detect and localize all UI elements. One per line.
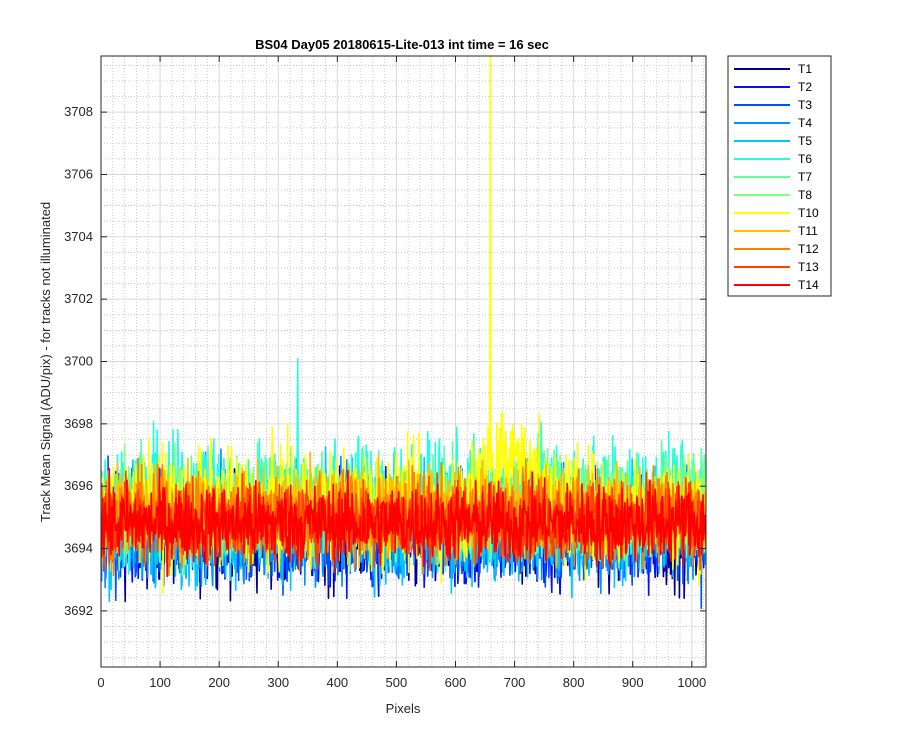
legend-label-t8: T8 [798, 188, 812, 202]
y-tick-label: 3708 [64, 104, 93, 119]
x-tick-label: 800 [563, 675, 585, 690]
x-tick-label: 400 [326, 675, 348, 690]
x-tick-label: 0 [97, 675, 104, 690]
x-tick-label: 600 [445, 675, 467, 690]
y-tick-label: 3702 [64, 291, 93, 306]
legend-label-t13: T13 [798, 260, 819, 274]
legend-label-t3: T3 [798, 98, 812, 112]
legend-label-t7: T7 [798, 170, 812, 184]
legend-label-t1: T1 [798, 62, 812, 76]
y-axis-label: Track Mean Signal (ADU/pix) - for tracks… [38, 202, 53, 522]
x-tick-label: 500 [386, 675, 408, 690]
series-layer [101, 56, 706, 610]
legend-label-t5: T5 [798, 134, 812, 148]
y-tick-label: 3698 [64, 416, 93, 431]
legend-label-t11: T11 [798, 224, 818, 238]
legend-label-t4: T4 [798, 116, 812, 130]
y-tick-label: 3706 [64, 166, 93, 181]
y-tick-label: 3704 [64, 229, 93, 244]
x-axis: 0 100 200 300 400 500 600 700 800 900 1000 [97, 56, 706, 690]
series-line-t14 [101, 467, 706, 578]
y-tick-label: 3696 [64, 478, 93, 493]
legend-label-t6: T6 [798, 152, 812, 166]
legend-label-t10: T10 [798, 206, 819, 220]
legend-label-t12: T12 [798, 242, 819, 256]
plot-area: 0 100 200 300 400 500 600 700 800 900 1000 3692369… [64, 55, 707, 690]
x-axis-label: Pixels [386, 701, 421, 716]
legend-label-t2: T2 [798, 80, 812, 94]
x-tick-label: 100 [149, 675, 171, 690]
x-tick-label: 300 [267, 675, 289, 690]
chart-title: BS04 Day05 20180615-Lite-013 int time = … [255, 37, 549, 52]
legend-label-t14: T14 [798, 278, 819, 292]
x-tick-label: 900 [622, 675, 644, 690]
y-tick-label: 3700 [64, 354, 93, 369]
x-tick-label: 700 [504, 675, 526, 690]
x-tick-label: 200 [208, 675, 230, 690]
legend: T1 T2 T3 T4 T5 T6 T7 T8 T10 T11 T12 T13 T14 [727, 55, 832, 297]
y-tick-label: 3694 [64, 541, 93, 556]
x-tick-label: 1000 [677, 675, 706, 690]
y-axis: 3692 3694 3696 3698 3700 3702 3704 3706 3708 [64, 104, 706, 618]
y-tick-label: 3692 [64, 603, 93, 618]
